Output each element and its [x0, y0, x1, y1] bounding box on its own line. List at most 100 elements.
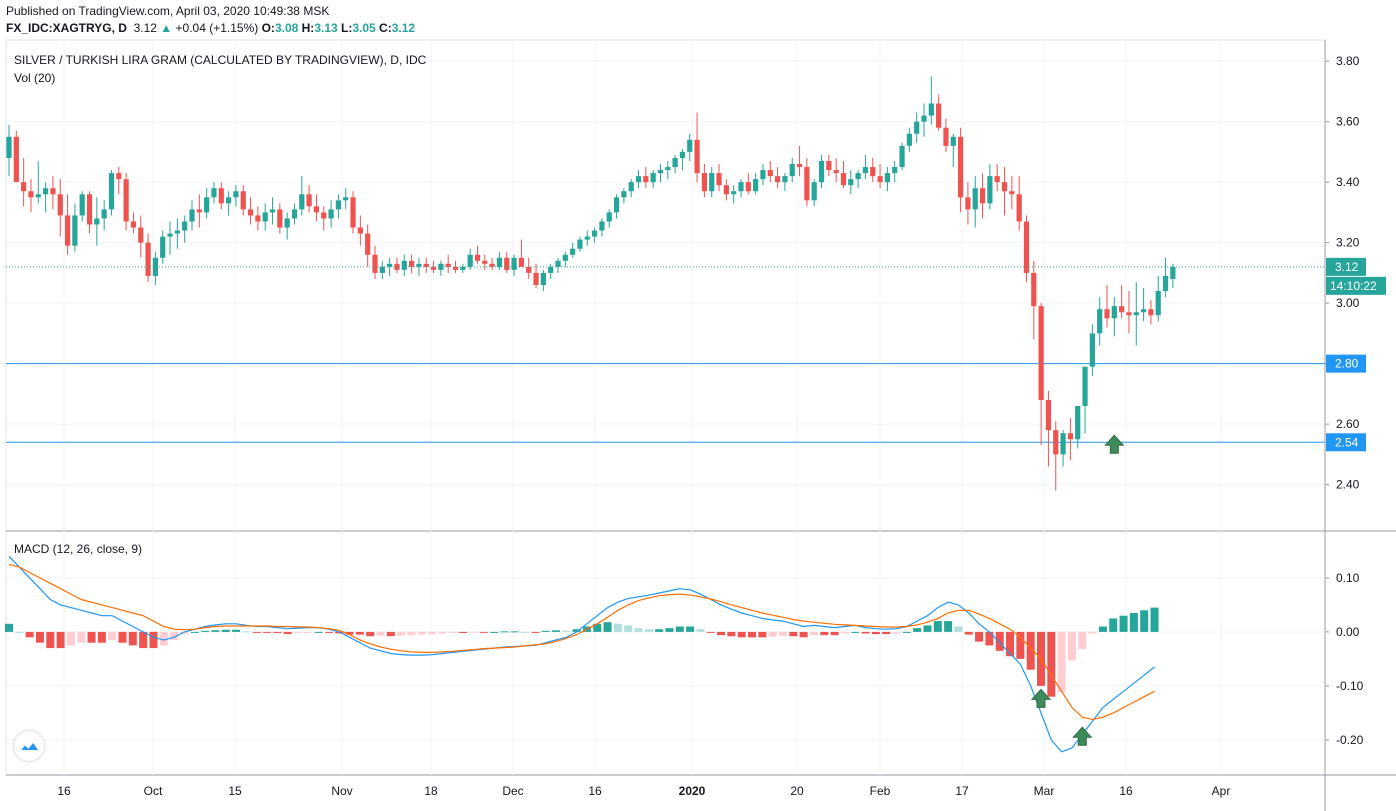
- x-tick-label: Dec: [502, 784, 523, 798]
- candle-body: [43, 188, 49, 195]
- macd-histogram-bar: [314, 631, 323, 633]
- macd-histogram-bar: [779, 631, 787, 636]
- macd-histogram-bar: [201, 630, 210, 632]
- macd-histogram-bar: [1098, 626, 1107, 632]
- candle-body: [1023, 221, 1030, 273]
- candle-body: [826, 160, 832, 171]
- candle-body: [189, 209, 195, 222]
- macd-histogram-bar: [933, 621, 942, 632]
- tradingview-logo-icon[interactable]: [14, 731, 44, 761]
- macd-histogram-bar: [1047, 631, 1056, 697]
- candle-body: [709, 173, 715, 192]
- macd-signal-line: [8, 563, 1155, 721]
- candle-body: [409, 260, 415, 267]
- macd-histogram-bar: [459, 631, 468, 633]
- current-price-label: [1326, 257, 1366, 276]
- macd-histogram-bar: [490, 631, 499, 633]
- macd-histogram-bar: [221, 629, 230, 632]
- candle-body: [628, 182, 634, 192]
- x-tick-label: Apr: [1212, 784, 1231, 798]
- macd-histogram-bar: [644, 629, 653, 632]
- candle-body: [387, 263, 393, 267]
- x-tick-label: 15: [228, 784, 242, 798]
- macd-tick-label: 0.10: [1336, 571, 1360, 585]
- macd-histogram-bar: [655, 629, 664, 632]
- macd-histogram-bar: [717, 631, 726, 636]
- candle-body: [694, 139, 700, 174]
- macd-histogram-bar: [500, 631, 509, 633]
- x-tick-label: 17: [955, 784, 969, 798]
- candle-body: [138, 227, 144, 243]
- candle-body: [818, 160, 825, 183]
- candle-body: [599, 221, 605, 231]
- candle-body: [262, 212, 268, 222]
- candle-body: [701, 173, 707, 192]
- candle-body: [504, 257, 510, 270]
- candle-body: [21, 182, 27, 192]
- candle-body: [423, 263, 429, 267]
- macd-histogram-bar: [211, 630, 220, 632]
- macd-histogram-bar: [118, 631, 127, 643]
- candle-body: [372, 254, 378, 273]
- x-tick-label: 20: [790, 784, 804, 798]
- candle-body: [760, 170, 766, 180]
- macd-histogram-bar: [613, 623, 622, 632]
- candle-body: [401, 260, 407, 270]
- candle-body: [1162, 275, 1169, 292]
- macd-histogram-bar: [170, 631, 179, 640]
- macd-histogram-bar: [923, 625, 932, 632]
- macd-tick-label: 0.00: [1336, 625, 1360, 639]
- macd-histogram-bar: [851, 631, 860, 633]
- candle-body: [489, 263, 495, 267]
- macd-histogram-bar: [985, 631, 994, 646]
- macd-histogram-bar: [397, 631, 406, 636]
- countdown-label: [1326, 276, 1386, 295]
- macd-histogram-bar: [995, 631, 1004, 651]
- candle-body: [1119, 306, 1125, 313]
- candle-body: [94, 218, 100, 225]
- x-tick-label: 16: [588, 784, 602, 798]
- candle-body: [460, 266, 466, 270]
- candle-body: [306, 194, 312, 207]
- candle-body: [365, 233, 371, 255]
- candle-body: [1148, 309, 1154, 316]
- macd-histogram-bar: [1026, 631, 1035, 670]
- candle-body: [1075, 405, 1081, 440]
- x-tick-label: 16: [57, 784, 71, 798]
- candle-body: [679, 151, 686, 158]
- macd-histogram-bar: [242, 631, 251, 633]
- candle-body: [313, 206, 320, 213]
- candle-body: [233, 191, 239, 198]
- candle-body: [635, 176, 642, 183]
- close-label: C:: [379, 21, 392, 35]
- candle-body: [965, 197, 971, 210]
- candle-body: [782, 176, 788, 183]
- macd-histogram-bar: [252, 631, 261, 633]
- candle-body: [738, 182, 744, 192]
- candle-body: [13, 136, 19, 183]
- macd-histogram-bar: [686, 626, 695, 632]
- macd-histogram-bar: [665, 628, 674, 632]
- macd-histogram-bar: [438, 631, 447, 634]
- candle-body: [540, 272, 546, 285]
- candle-body: [994, 176, 1000, 183]
- price-tick-label: 3.60: [1336, 115, 1360, 129]
- symbol-line: FX_IDC:XAGTRYG, D 3.12 ▲ +0.04 (+1.15%) …: [6, 20, 415, 37]
- candle-body: [548, 266, 554, 273]
- candle-body: [584, 236, 590, 240]
- candle-body: [167, 233, 173, 237]
- candle-body: [775, 176, 781, 183]
- x-tick-label: Feb: [870, 784, 891, 798]
- candle-body: [577, 239, 583, 249]
- candle-body: [350, 197, 356, 228]
- macd-histogram-bar: [15, 631, 24, 633]
- macd-histogram-bar: [190, 631, 199, 633]
- high-value: 3.13: [314, 21, 338, 35]
- macd-histogram-bar: [1057, 631, 1066, 693]
- candle-body: [518, 257, 524, 267]
- candle-body: [226, 197, 232, 204]
- candle-body: [482, 260, 488, 264]
- macd-histogram-bar: [1129, 613, 1138, 632]
- macd-histogram-bar: [376, 631, 385, 636]
